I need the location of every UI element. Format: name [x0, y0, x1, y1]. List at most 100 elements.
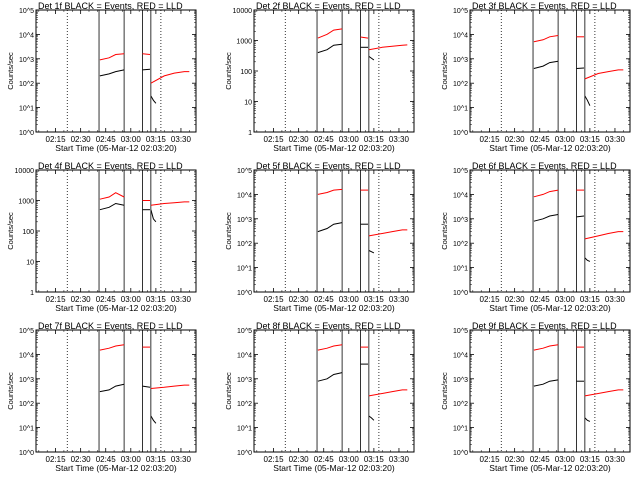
x-tick-label: 02:30 — [289, 135, 310, 144]
x-tick-label: 03:00 — [121, 455, 142, 464]
y-tick-label: 10^2 — [453, 401, 468, 408]
y-axis-label: Counts/sec — [6, 372, 15, 410]
y-tick-label: 10^4 — [453, 32, 468, 39]
lld-series-line — [142, 53, 151, 55]
x-tick-label: 02:45 — [96, 135, 117, 144]
x-tick-label: 03:15 — [364, 455, 385, 464]
y-tick-label: 1000 — [18, 199, 34, 206]
y-tick-label: 10^5 — [453, 168, 468, 175]
x-tick-label: 02:45 — [96, 295, 117, 304]
events-series-line — [576, 215, 585, 218]
x-tick-label: 03:30 — [389, 455, 410, 464]
x-axis-label: Start Time (05-Mar-12 02:03:20) — [273, 463, 395, 473]
x-tick-label: 03:15 — [146, 135, 167, 144]
x-tick-label: 03:30 — [605, 135, 626, 144]
y-tick-label: 10^3 — [19, 57, 34, 64]
x-tick-label: 02:15 — [46, 135, 67, 144]
y-tick-label: 10^0 — [19, 450, 34, 457]
chart-title: Det 5f BLACK = Events, RED = LLD — [256, 161, 401, 171]
y-axis-label: Counts/sec — [6, 212, 15, 250]
x-tick-label: 02:30 — [71, 455, 92, 464]
y-tick-label: 10 — [244, 100, 252, 107]
y-tick-label: 10^2 — [19, 81, 34, 88]
y-tick-label: 10^4 — [19, 352, 34, 359]
x-tick-label: 02:45 — [314, 455, 335, 464]
x-tick-label: 02:45 — [530, 455, 551, 464]
x-tick-label: 02:15 — [264, 135, 285, 144]
y-axis-label: Counts/sec — [440, 52, 449, 90]
x-tick-label: 03:00 — [339, 295, 360, 304]
events-series-line — [142, 385, 151, 388]
y-tick-label: 10^0 — [237, 450, 252, 457]
y-axis-label: Counts/sec — [6, 52, 15, 90]
chart-panel-2: Det 2f BLACK = Events, RED = LLD 1 10 100 10… — [224, 1, 415, 153]
x-tick-label: 02:30 — [505, 455, 526, 464]
chart-panel-4: Det 4f BLACK = Events, RED = LLD 1 10 100 10… — [6, 161, 197, 313]
lld-series-line — [150, 71, 190, 84]
y-tick-label: 10^4 — [453, 352, 468, 359]
y-tick-label: 10^3 — [453, 377, 468, 384]
x-axis-label: Start Time (05-Mar-12 02:03:20) — [489, 463, 611, 473]
y-tick-label: 10^3 — [453, 57, 468, 64]
y-tick-label: 10^4 — [19, 32, 34, 39]
y-tick-label: 10^1 — [19, 426, 34, 433]
x-tick-label: 03:00 — [121, 295, 142, 304]
chart-title: Det 1f BLACK = Events, RED = LLD — [38, 1, 183, 11]
y-tick-label: 10^2 — [237, 401, 252, 408]
lld-series-line — [533, 344, 559, 351]
x-tick-label: 02:45 — [530, 295, 551, 304]
events-series-line — [533, 60, 559, 69]
x-tick-label: 02:30 — [71, 295, 92, 304]
chart-panel-7: Det 7f BLACK = Events, RED = LLD 10^0 10^1… — [6, 321, 197, 473]
x-tick-label: 02:15 — [264, 295, 285, 304]
x-tick-label: 02:15 — [480, 295, 501, 304]
chart-title: Det 8f BLACK = Events, RED = LLD — [256, 321, 401, 331]
plot-frame — [253, 9, 415, 133]
y-tick-label: 10000 — [15, 168, 35, 175]
x-tick-label: 02:15 — [480, 135, 501, 144]
plot-frame — [35, 169, 197, 293]
y-axis-label: Counts/sec — [440, 372, 449, 410]
chart-title: Det 2f BLACK = Events, RED = LLD — [256, 1, 401, 11]
events-series-line — [368, 55, 375, 61]
x-tick-label: 02:30 — [289, 455, 310, 464]
y-tick-label: 10^1 — [453, 106, 468, 113]
events-series-line — [150, 415, 157, 424]
y-tick-label: 10^3 — [237, 217, 252, 224]
y-axis-label: Counts/sec — [224, 212, 233, 250]
x-tick-label: 02:30 — [71, 135, 92, 144]
lld-series-line — [368, 389, 408, 397]
chart-panel-6: Det 6f BLACK = Events, RED = LLD 10^0 10^1… — [440, 161, 631, 313]
x-tick-label: 03:15 — [580, 455, 601, 464]
chart-title: Det 7f BLACK = Events, RED = LLD — [38, 321, 183, 331]
x-tick-label: 03:00 — [555, 455, 576, 464]
lld-series-line — [584, 231, 624, 240]
chart-panel-3: Det 3f BLACK = Events, RED = LLD 10^0 10^1… — [440, 1, 631, 153]
y-tick-label: 10^2 — [19, 401, 34, 408]
chart-title: Det 4f BLACK = Events, RED = LLD — [38, 161, 183, 171]
x-tick-label: 03:15 — [580, 295, 601, 304]
x-tick-label: 03:30 — [389, 135, 410, 144]
events-series-line — [99, 383, 125, 393]
y-tick-label: 10^4 — [453, 192, 468, 199]
lld-series-line — [317, 28, 343, 39]
y-tick-label: 1000 — [236, 39, 252, 46]
x-tick-label: 03:15 — [580, 135, 601, 144]
x-tick-label: 02:45 — [314, 295, 335, 304]
x-tick-label: 03:30 — [171, 455, 192, 464]
y-tick-label: 10^3 — [453, 217, 468, 224]
chart-panel-1: Det 1f BLACK = Events, RED = LLD 10^0 10^1… — [6, 1, 197, 153]
y-tick-label: 10^1 — [453, 266, 468, 273]
x-tick-label: 02:45 — [314, 135, 335, 144]
events-series-line — [150, 95, 157, 104]
x-tick-label: 03:30 — [171, 135, 192, 144]
plot-frame — [35, 9, 197, 133]
events-series-line — [576, 67, 585, 69]
x-tick-label: 03:30 — [389, 295, 410, 304]
x-tick-label: 03:00 — [121, 135, 142, 144]
y-tick-label: 10^2 — [453, 81, 468, 88]
y-tick-label: 10^5 — [237, 168, 252, 175]
lld-series-line — [99, 192, 125, 200]
plot-frame — [469, 9, 631, 133]
y-tick-label: 10^5 — [453, 328, 468, 335]
